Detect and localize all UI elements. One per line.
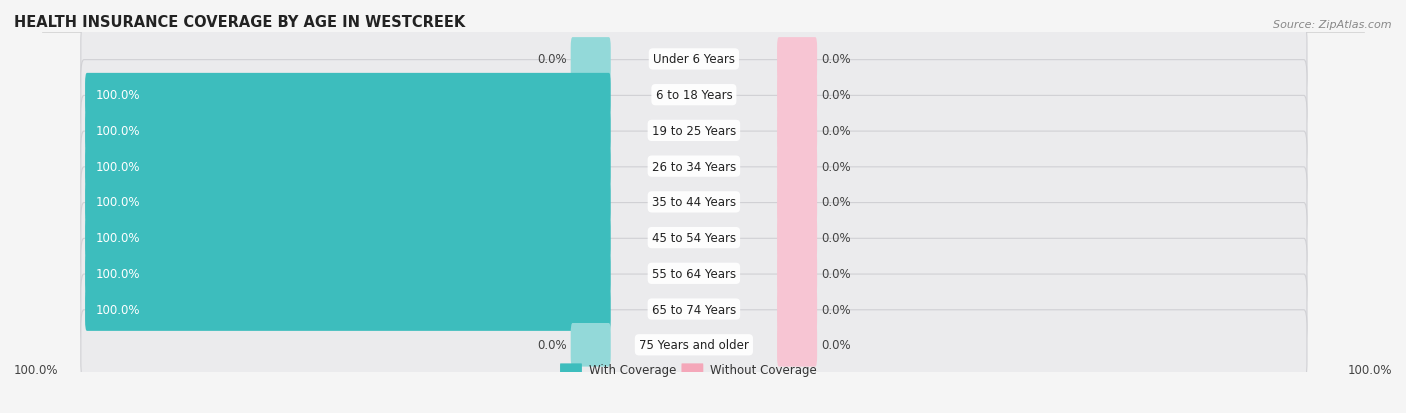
FancyBboxPatch shape: [571, 323, 610, 367]
FancyBboxPatch shape: [86, 252, 610, 295]
Text: Without Coverage: Without Coverage: [710, 363, 817, 376]
Text: 0.0%: 0.0%: [537, 53, 567, 66]
Text: Under 6 Years: Under 6 Years: [652, 53, 735, 66]
Text: 6 to 18 Years: 6 to 18 Years: [655, 89, 733, 102]
FancyBboxPatch shape: [560, 363, 582, 375]
Text: 100.0%: 100.0%: [96, 125, 141, 138]
FancyBboxPatch shape: [86, 109, 610, 153]
Text: 100.0%: 100.0%: [96, 267, 141, 280]
FancyBboxPatch shape: [778, 109, 817, 153]
Text: 0.0%: 0.0%: [821, 160, 851, 173]
FancyBboxPatch shape: [778, 287, 817, 331]
Text: 0.0%: 0.0%: [821, 196, 851, 209]
Text: 0.0%: 0.0%: [821, 303, 851, 316]
Text: HEALTH INSURANCE COVERAGE BY AGE IN WESTCREEK: HEALTH INSURANCE COVERAGE BY AGE IN WEST…: [14, 14, 465, 29]
FancyBboxPatch shape: [86, 145, 610, 188]
Text: Source: ZipAtlas.com: Source: ZipAtlas.com: [1274, 19, 1392, 29]
FancyBboxPatch shape: [80, 239, 1308, 309]
FancyBboxPatch shape: [682, 363, 703, 375]
Text: 0.0%: 0.0%: [821, 53, 851, 66]
FancyBboxPatch shape: [80, 96, 1308, 166]
Text: 45 to 54 Years: 45 to 54 Years: [652, 232, 735, 244]
FancyBboxPatch shape: [778, 252, 817, 295]
Text: 65 to 74 Years: 65 to 74 Years: [652, 303, 735, 316]
FancyBboxPatch shape: [778, 74, 817, 117]
FancyBboxPatch shape: [86, 216, 610, 260]
FancyBboxPatch shape: [778, 145, 817, 188]
Text: 100.0%: 100.0%: [1347, 363, 1392, 376]
Text: 100.0%: 100.0%: [14, 363, 59, 376]
Text: 19 to 25 Years: 19 to 25 Years: [652, 125, 735, 138]
FancyBboxPatch shape: [80, 274, 1308, 344]
FancyBboxPatch shape: [571, 38, 610, 81]
Text: 0.0%: 0.0%: [821, 267, 851, 280]
FancyBboxPatch shape: [80, 25, 1308, 95]
Text: 100.0%: 100.0%: [96, 303, 141, 316]
Text: 0.0%: 0.0%: [821, 339, 851, 351]
FancyBboxPatch shape: [80, 60, 1308, 131]
FancyBboxPatch shape: [80, 132, 1308, 202]
Text: 0.0%: 0.0%: [537, 339, 567, 351]
FancyBboxPatch shape: [778, 323, 817, 367]
FancyBboxPatch shape: [86, 180, 610, 224]
FancyBboxPatch shape: [778, 180, 817, 224]
Text: 26 to 34 Years: 26 to 34 Years: [652, 160, 735, 173]
Text: 100.0%: 100.0%: [96, 232, 141, 244]
FancyBboxPatch shape: [86, 74, 610, 117]
FancyBboxPatch shape: [86, 287, 610, 331]
Text: 0.0%: 0.0%: [821, 89, 851, 102]
FancyBboxPatch shape: [778, 216, 817, 260]
FancyBboxPatch shape: [80, 203, 1308, 273]
Text: 55 to 64 Years: 55 to 64 Years: [652, 267, 735, 280]
FancyBboxPatch shape: [80, 167, 1308, 237]
Text: 0.0%: 0.0%: [821, 125, 851, 138]
FancyBboxPatch shape: [80, 310, 1308, 380]
Text: 35 to 44 Years: 35 to 44 Years: [652, 196, 735, 209]
Text: 100.0%: 100.0%: [96, 196, 141, 209]
Text: 100.0%: 100.0%: [96, 89, 141, 102]
Text: With Coverage: With Coverage: [589, 363, 676, 376]
Text: 100.0%: 100.0%: [96, 160, 141, 173]
FancyBboxPatch shape: [778, 38, 817, 81]
Text: 75 Years and older: 75 Years and older: [638, 339, 749, 351]
Text: 0.0%: 0.0%: [821, 232, 851, 244]
